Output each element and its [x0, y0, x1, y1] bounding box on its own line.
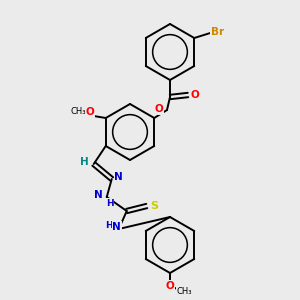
Text: O: O — [166, 281, 174, 291]
Text: O: O — [154, 104, 164, 114]
Text: Br: Br — [211, 27, 224, 37]
Text: N: N — [94, 190, 103, 200]
Text: N: N — [114, 172, 123, 182]
Text: O: O — [85, 107, 94, 117]
Text: H: H — [106, 199, 114, 208]
Text: CH₃: CH₃ — [176, 286, 192, 296]
Text: H: H — [105, 221, 112, 230]
Text: S: S — [150, 201, 158, 211]
Text: N: N — [112, 222, 121, 232]
Text: CH₃: CH₃ — [70, 107, 86, 116]
Text: O: O — [190, 90, 200, 100]
Text: H: H — [80, 157, 89, 167]
